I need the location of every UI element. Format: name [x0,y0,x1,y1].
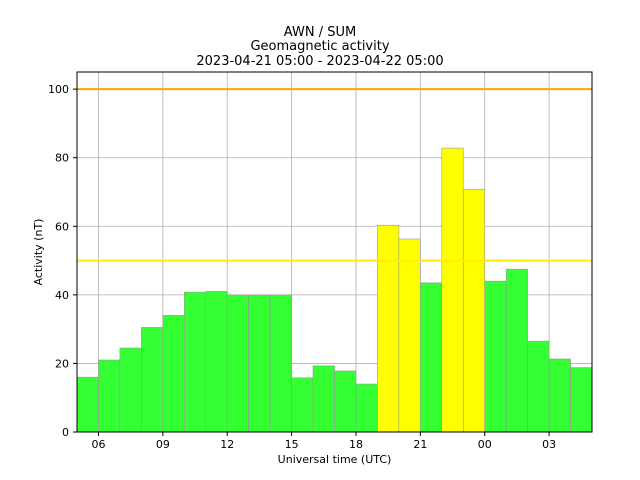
bar [162,315,185,433]
bar [570,367,593,433]
bar [291,377,314,433]
y-tick-label: 100 [48,83,69,96]
y-axis-label: Activity (nT) [32,219,45,286]
bar [248,294,271,433]
bar [98,359,121,433]
bar [527,340,550,433]
bar [420,282,443,433]
x-axis-label: Universal time (UTC) [278,453,392,466]
y-tick-label: 80 [55,152,69,165]
chart-period: 2023-04-21 05:00 - 2023-04-22 05:00 [196,54,444,69]
bar [76,376,99,433]
bar [548,358,571,433]
chart-title: AWN / SUM [283,25,357,40]
x-tick-label: 12 [220,438,234,451]
bar [398,238,421,433]
x-tick-label: 18 [349,438,363,451]
bar [183,291,207,433]
bar [269,294,292,433]
bar [505,268,528,433]
y-tick-label: 0 [62,426,69,439]
bar [205,291,228,433]
chart-subtitle: Geomagnetic activity [250,39,390,54]
bar [312,365,335,433]
bar [355,383,378,433]
x-tick-label: 00 [478,438,492,451]
bar [484,280,507,433]
bar [441,147,464,433]
plot-frame [76,71,593,433]
bar [462,188,486,433]
y-tick-label: 20 [55,357,69,370]
y-tick-label: 60 [55,220,69,233]
bar [377,224,400,433]
bar [119,347,142,433]
x-tick-label: 21 [413,438,427,451]
x-tick-label: 09 [156,438,170,451]
x-tick-label: 15 [285,438,299,451]
x-tick-label: 03 [542,438,556,451]
y-tick-label: 40 [55,289,69,302]
bar [141,327,164,433]
x-tick-label: 06 [91,438,105,451]
bar [226,294,249,433]
bar [334,370,357,433]
